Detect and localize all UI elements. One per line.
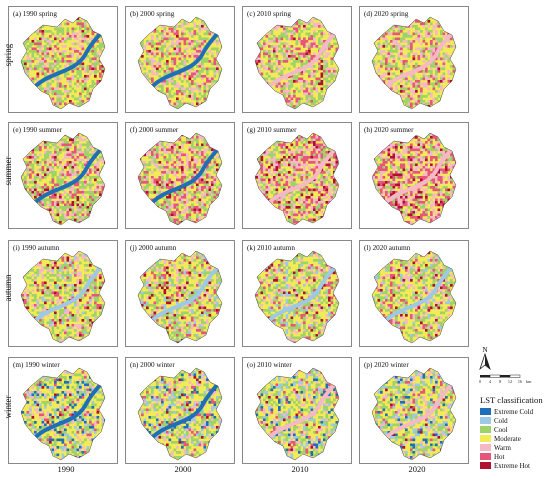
legend-item: Cold [480,416,550,425]
panel-label: (o) 2010 winter [247,361,292,369]
map-panel: (d) 2020 spring [359,6,469,113]
lst-map [254,250,340,344]
lst-map [371,367,457,461]
row-label-summer: summer [3,156,13,186]
lst-map [137,16,223,110]
scale-tick-label: 16 [518,379,522,384]
lst-map [20,367,106,461]
legend-swatch [480,408,491,415]
map-panel: (l) 2020 autumn [359,240,469,347]
legend-item: Warm [480,443,550,452]
panel-label: (g) 2010 summer [247,126,297,134]
legend-swatch [480,426,491,433]
lst-map [137,250,223,344]
row-label-spring: spring [3,43,13,67]
legend-item: Extreme Cold [480,407,550,416]
map-panel: (f) 2000 summer [125,122,235,229]
map-panel: (g) 2010 summer [242,122,352,229]
legend-label: Cold [494,416,508,425]
map-panel: (k) 2010 autumn [242,240,352,347]
column-label-2000: 2000 [174,464,192,474]
lst-map [254,132,340,226]
column-label-2010: 2010 [291,464,309,474]
panel-label: (l) 2020 autumn [364,244,411,252]
map-panel: (o) 2010 winter [242,357,352,464]
lst-map [254,367,340,461]
scale-tick-label: 4 [489,379,492,384]
scale-unit-label: km [526,379,532,384]
map-panel: (m) 1990 winter [8,357,118,464]
legend-item: Hot [480,452,550,461]
row-label-autumn: autumn [3,274,13,302]
legend-title: LST classification [480,395,543,405]
column-label-2020: 2020 [408,464,426,474]
map-panel: (a) 1990 spring [8,6,118,113]
panel-label: (c) 2010 spring [247,10,291,18]
lst-map [20,132,106,226]
lst-map [371,132,457,226]
lst-map [254,16,340,110]
north-arrow-icon: N [479,346,491,371]
column-label-1990: 1990 [57,464,75,474]
panel-label: (a) 1990 spring [13,10,57,18]
scale-tick-label: 8 [499,379,501,384]
legend-swatch [480,435,491,442]
panel-label: (k) 2010 autumn [247,244,295,252]
legend-swatch [480,453,491,460]
panel-label: (b) 2000 spring [130,10,175,18]
legend-label: Extreme Hot [494,461,530,470]
panel-label: (e) 1990 summer [13,126,63,134]
north-label: N [482,346,487,354]
panel-label: (p) 2020 winter [364,361,409,369]
panel-label: (m) 1990 winter [13,361,60,369]
lst-map [20,250,106,344]
panel-label: (h) 2020 summer [364,126,414,134]
scale-tick-label: 12 [508,379,512,384]
map-panel: (b) 2000 spring [125,6,235,113]
legend-item: Extreme Hot [480,461,550,470]
panel-label: (f) 2000 summer [130,126,179,134]
lst-map [137,367,223,461]
scale-tick-label: 0 [479,379,481,384]
map-panel: (e) 1990 summer [8,122,118,229]
lst-map [371,250,457,344]
legend-swatch [480,417,491,424]
lst-map [371,16,457,110]
lst-map [20,16,106,110]
panel-label: (i) 1990 autumn [13,244,60,252]
map-panel: (j) 2000 autumn [125,240,235,347]
panel-label: (n) 2000 winter [130,361,175,369]
row-label-winter: winter [3,395,13,419]
map-panel: (i) 1990 autumn [8,240,118,347]
legend-item: Cool [480,425,550,434]
map-panel: (p) 2020 winter [359,357,469,464]
legend: LST classification Extreme Cold Cold Cool M… [480,395,550,470]
legend-label: Warm [494,443,511,452]
map-panel: (h) 2020 summer [359,122,469,229]
lst-map [137,132,223,226]
legend-label: Extreme Cold [494,407,534,416]
scale-bar: 0 4 8 12 16 km [479,374,532,384]
legend-swatch [480,462,491,469]
panel-label: (j) 2000 autumn [130,244,177,252]
legend-swatch [480,444,491,451]
legend-label: Moderate [494,434,521,443]
legend-label: Hot [494,452,505,461]
legend-label: Cool [494,425,508,434]
legend-item: Moderate [480,434,550,443]
map-panel: (c) 2010 spring [242,6,352,113]
map-panel: (n) 2000 winter [125,357,235,464]
panel-label: (d) 2020 spring [364,10,409,18]
